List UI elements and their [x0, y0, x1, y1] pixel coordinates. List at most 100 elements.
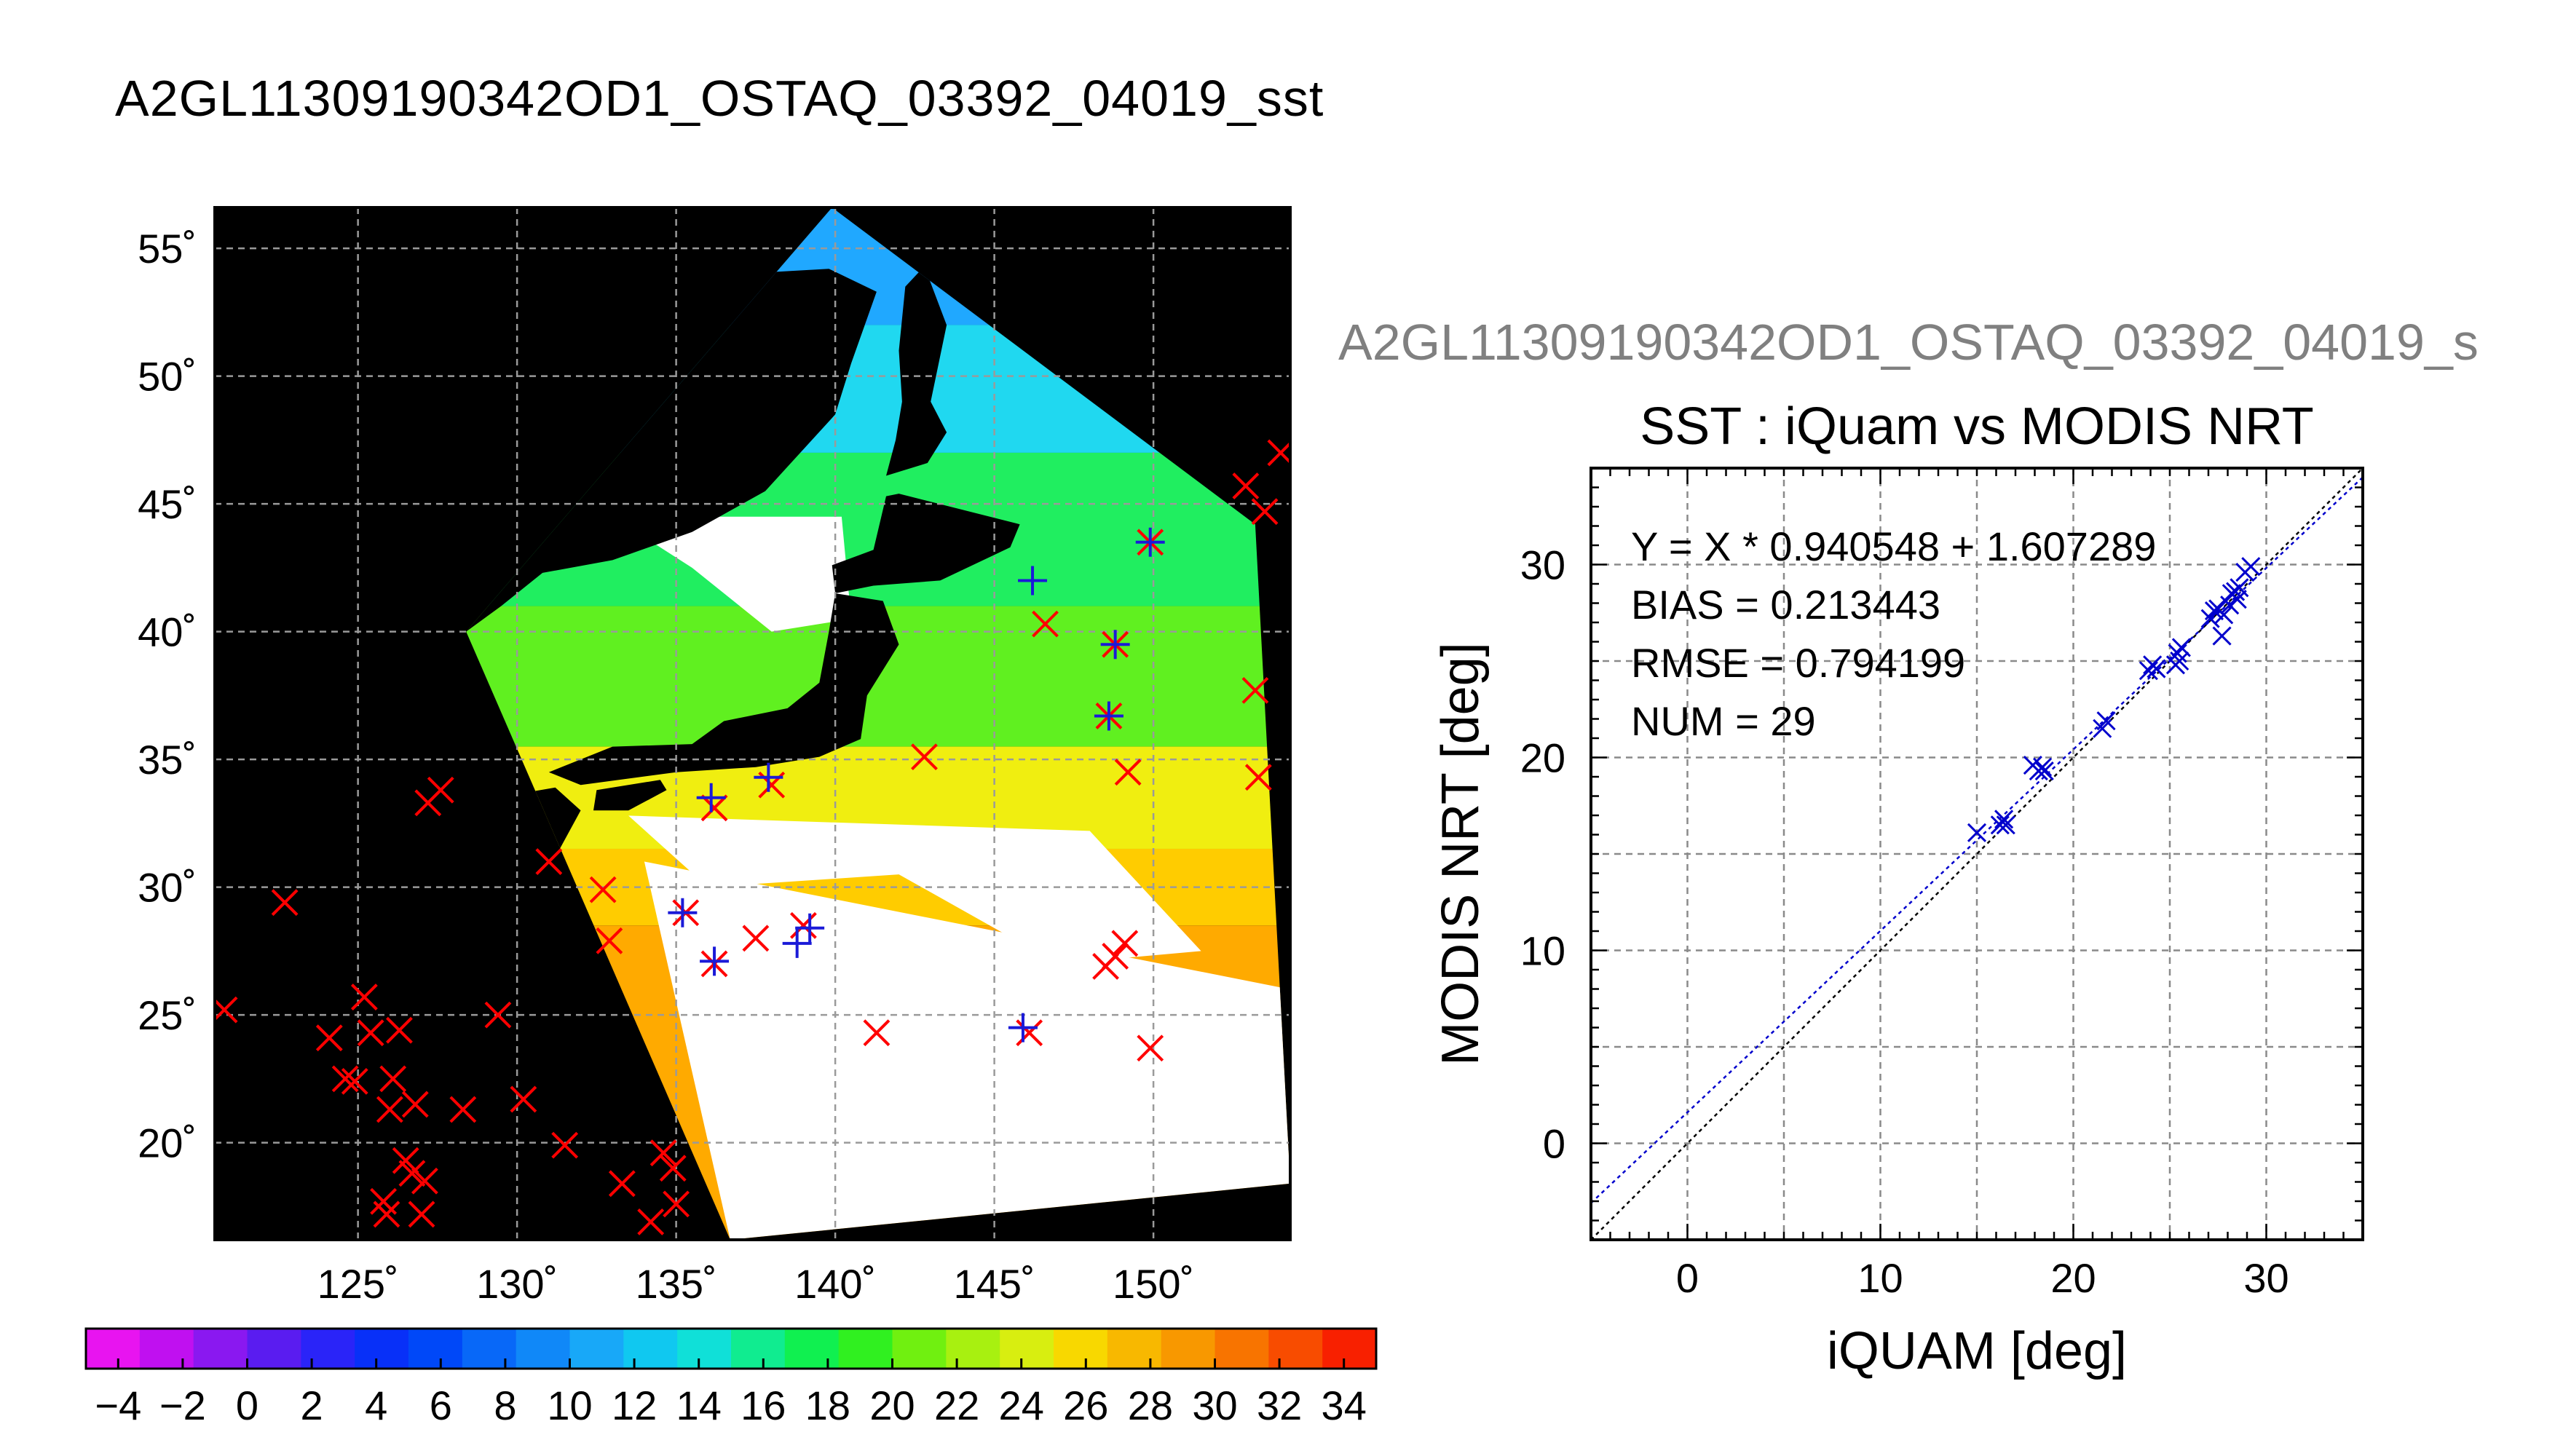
- colorbar-swatch: [1161, 1329, 1215, 1369]
- colorbar-swatch: [301, 1329, 355, 1369]
- colorbar-swatch: [408, 1329, 463, 1369]
- cloud-region-2: [644, 861, 1290, 1240]
- red-x-marker: [1232, 472, 1260, 499]
- scatter-xtick-label: 0: [1676, 1255, 1699, 1301]
- colorbar-swatch: [731, 1329, 786, 1369]
- scatter-point: [1996, 815, 2015, 835]
- colorbar-tick-label: −2: [159, 1382, 206, 1428]
- scatter-annotation: BIAS = 0.213443: [1631, 582, 1940, 628]
- land-hokkaido: [832, 494, 1020, 593]
- colorbar-tick-label: 26: [1063, 1382, 1108, 1428]
- red-x-marker: [589, 876, 617, 903]
- red-x-marker: [535, 848, 563, 875]
- scatter-point: [2168, 644, 2187, 663]
- colorbar-swatch: [784, 1329, 840, 1369]
- scatter-annotation: Y = X * 0.940548 + 1.607289: [1631, 523, 2156, 569]
- colorbar-tick-label: 10: [547, 1382, 592, 1428]
- map-markers: [215, 439, 1290, 1235]
- colorbar-frame: [84, 1327, 1378, 1370]
- map-lat-tick-label: 30˚: [138, 865, 197, 911]
- map-lon-tick-label: 135˚: [636, 1261, 717, 1307]
- colorbar-tick-label: 6: [430, 1382, 452, 1428]
- colorbar-swatch: [1268, 1329, 1323, 1369]
- blue-star-marker: [782, 928, 812, 958]
- scatter-point: [2096, 711, 2116, 731]
- scatter-ytick-label: 0: [1543, 1121, 1565, 1167]
- cloud-region-0: [612, 516, 851, 632]
- red-x-marker: [386, 1016, 413, 1044]
- scatter-grid: [1591, 468, 2363, 1240]
- scatter-point: [2230, 578, 2249, 598]
- red-x-marker: [1016, 1019, 1043, 1047]
- colorbar-tick-label: 18: [805, 1382, 850, 1428]
- colorbar-tick-label: 20: [869, 1382, 915, 1428]
- blue-star-marker: [1094, 701, 1124, 731]
- red-x-marker: [1032, 610, 1059, 638]
- colorbar-tick-label: 8: [494, 1382, 516, 1428]
- colorbar-tick-label: 24: [999, 1382, 1044, 1428]
- red-x-marker: [1137, 1034, 1164, 1062]
- red-x-marker: [315, 1024, 343, 1052]
- scatter-point: [2147, 659, 2166, 678]
- cloud-region-1: [628, 815, 1201, 964]
- colorbar-swatch: [1215, 1329, 1269, 1369]
- red-x-marker: [1251, 498, 1279, 526]
- red-x-marker: [1102, 942, 1129, 970]
- colorbar-swatch: [946, 1329, 1000, 1369]
- red-x-marker: [1111, 930, 1139, 957]
- map-frame: [213, 206, 1292, 1241]
- colorbar-tick-label: 12: [612, 1382, 657, 1428]
- map-lat-tick-label: 55˚: [138, 226, 197, 272]
- fit-line: [1591, 476, 2363, 1204]
- map-lat-tick-label: 50˚: [138, 354, 197, 400]
- blue-star-marker: [700, 946, 730, 976]
- colorbar-tick-label: 4: [365, 1382, 387, 1428]
- red-x-marker: [357, 1019, 384, 1047]
- scatter-ytick-label: 30: [1520, 542, 1565, 588]
- map-lat-tick-label: 35˚: [138, 737, 197, 783]
- colorbar-swatch: [139, 1329, 194, 1369]
- colorbar-swatch: [193, 1329, 248, 1369]
- blue-star-marker: [696, 783, 726, 812]
- red-x-marker: [510, 1085, 537, 1113]
- colorbar-tick-label: 0: [236, 1382, 258, 1428]
- map-grid: [215, 207, 1290, 1240]
- colorbar-swatch: [838, 1329, 893, 1369]
- land-sakhalin: [886, 266, 947, 476]
- scatter-points: [1967, 557, 2261, 842]
- red-x-marker: [484, 1001, 512, 1029]
- map-lat-tick-label: 20˚: [138, 1120, 197, 1166]
- scatter-point: [2214, 605, 2234, 625]
- red-x-marker: [700, 794, 728, 822]
- red-x-marker: [373, 1200, 400, 1228]
- land-shikoku: [593, 780, 667, 811]
- scatter-xtick-label: 30: [2243, 1255, 2289, 1301]
- colorbar-swatch: [516, 1329, 570, 1369]
- blue-star-marker: [1008, 1013, 1038, 1042]
- colorbar-tick-label: 34: [1322, 1382, 1367, 1428]
- colorbar-swatch: [892, 1329, 947, 1369]
- red-x-marker: [663, 1190, 690, 1218]
- scatter-xlabel: iQUAM [deg]: [1827, 1322, 2127, 1380]
- map-lon-tick-label: 150˚: [1113, 1261, 1194, 1307]
- scatter-point: [2220, 596, 2240, 615]
- scatter-point: [2171, 638, 2191, 657]
- colorbar-tick-label: 16: [741, 1382, 786, 1428]
- scatter-annotation: NUM = 29: [1631, 698, 1816, 744]
- map-lon-tick-label: 145˚: [954, 1261, 1035, 1307]
- red-x-marker: [331, 1065, 359, 1093]
- colorbar-swatch: [247, 1329, 301, 1369]
- scatter-lines: [1591, 468, 2363, 1240]
- red-x-marker: [271, 889, 299, 917]
- red-x-marker: [427, 776, 454, 804]
- scatter-point: [2139, 661, 2158, 681]
- red-x-marker: [449, 1096, 477, 1123]
- scatter-super-title: A2GL11309190342OD1_OSTAQ_03392_04019_s: [1338, 314, 2479, 371]
- scatter-xtick-label: 10: [1857, 1255, 1903, 1301]
- colorbar-swatch: [1054, 1329, 1108, 1369]
- red-x-marker: [659, 1155, 687, 1182]
- red-x-marker: [551, 1131, 579, 1159]
- colorbar-swatch: [569, 1329, 624, 1369]
- red-x-marker: [911, 743, 938, 771]
- scatter-point: [2034, 761, 2054, 781]
